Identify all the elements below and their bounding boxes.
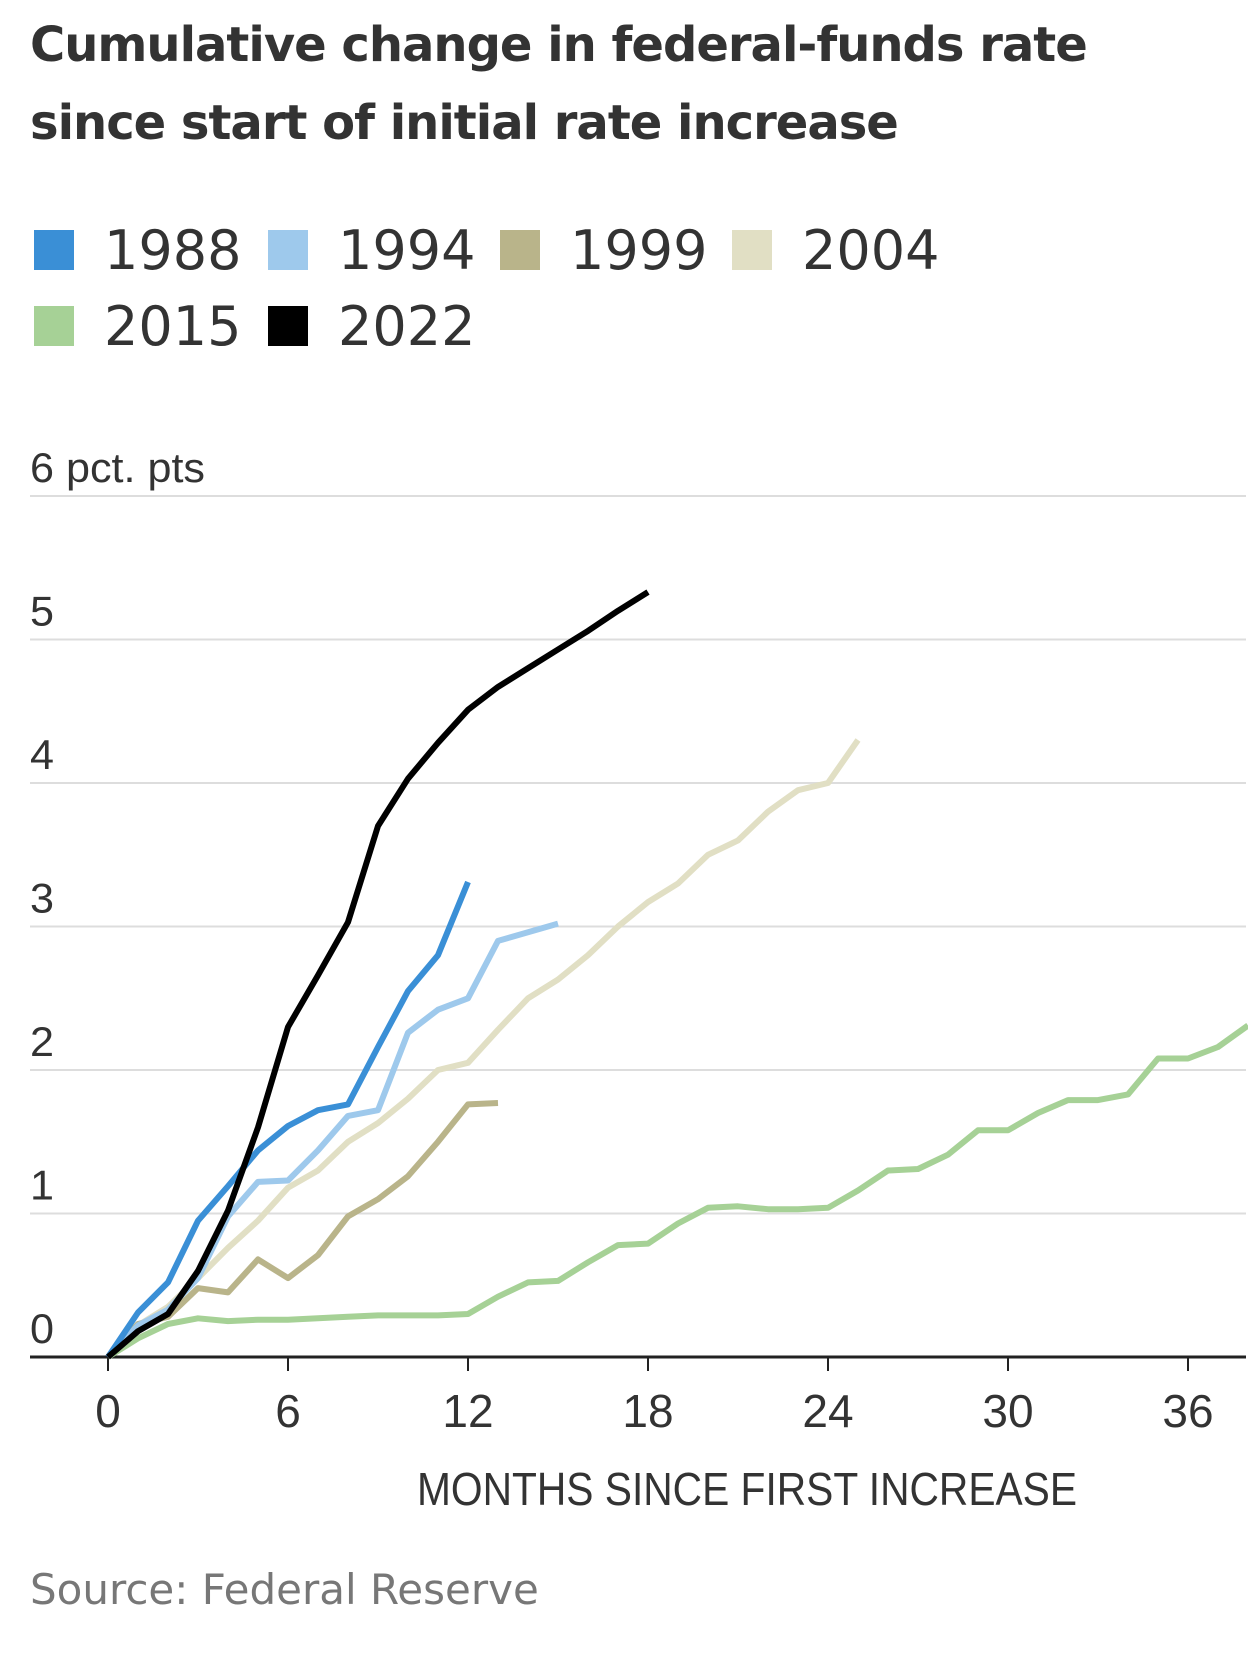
series-line-2004 (105, 738, 861, 1360)
x-tick-label-30: 30 (982, 1385, 1033, 1437)
legend-item-2022: 2022 (268, 294, 476, 358)
legend-swatch-1988 (34, 230, 74, 270)
series-line-1994 (105, 920, 559, 1360)
y-tick-label-2: 2 (30, 1018, 54, 1065)
y-tick-label-5: 5 (30, 588, 54, 635)
x-tick-label-24: 24 (802, 1385, 853, 1437)
legend-label-2022: 2022 (338, 294, 476, 358)
y-tick-label-4: 4 (30, 731, 54, 778)
legend-item-2015: 2015 (34, 294, 242, 358)
x-axis (30, 1355, 1246, 1371)
series-lines (105, 589, 1248, 1360)
legend-label-1999: 1999 (570, 218, 708, 282)
legend-item-1988: 1988 (34, 218, 242, 282)
legend-label-2015: 2015 (104, 294, 242, 358)
legend-item-1994: 1994 (268, 218, 476, 282)
series-line-2022 (106, 589, 650, 1360)
legend-swatch-2004 (732, 230, 772, 270)
source-note: Source: Federal Reserve (30, 1565, 539, 1614)
series-line-2015 (106, 1023, 1248, 1360)
legend-label-1988: 1988 (104, 218, 242, 282)
y-tick-label-1: 1 (30, 1162, 54, 1209)
legend-swatch-2022 (268, 306, 308, 346)
legend-item-1999: 1999 (500, 218, 708, 282)
legend-swatch-1994 (268, 230, 308, 270)
chart-title: Cumulative change in federal-funds rate … (30, 17, 1088, 151)
legend-label-1994: 1994 (338, 218, 476, 282)
x-tick-label-6: 6 (275, 1385, 301, 1437)
legend-swatch-1999 (500, 230, 540, 270)
series-line-1988 (105, 880, 471, 1359)
gridlines (30, 495, 1246, 1215)
x-tick-label-0: 0 (95, 1385, 121, 1437)
x-tick-label-12: 12 (442, 1385, 493, 1437)
x-axis-title: MONTHS SINCE FIRST INCREASE (417, 1463, 1077, 1515)
legend-item-2004: 2004 (732, 218, 940, 282)
y-tick-label-6: 6 pct. pts (30, 444, 205, 491)
x-tick-label-36: 36 (1162, 1385, 1213, 1437)
y-tick-label-0: 0 (30, 1305, 54, 1352)
legend-swatch-2015 (34, 306, 74, 346)
y-tick-label-3: 3 (30, 875, 54, 922)
x-tick-label-18: 18 (622, 1385, 673, 1437)
legend-label-2004: 2004 (802, 218, 940, 282)
